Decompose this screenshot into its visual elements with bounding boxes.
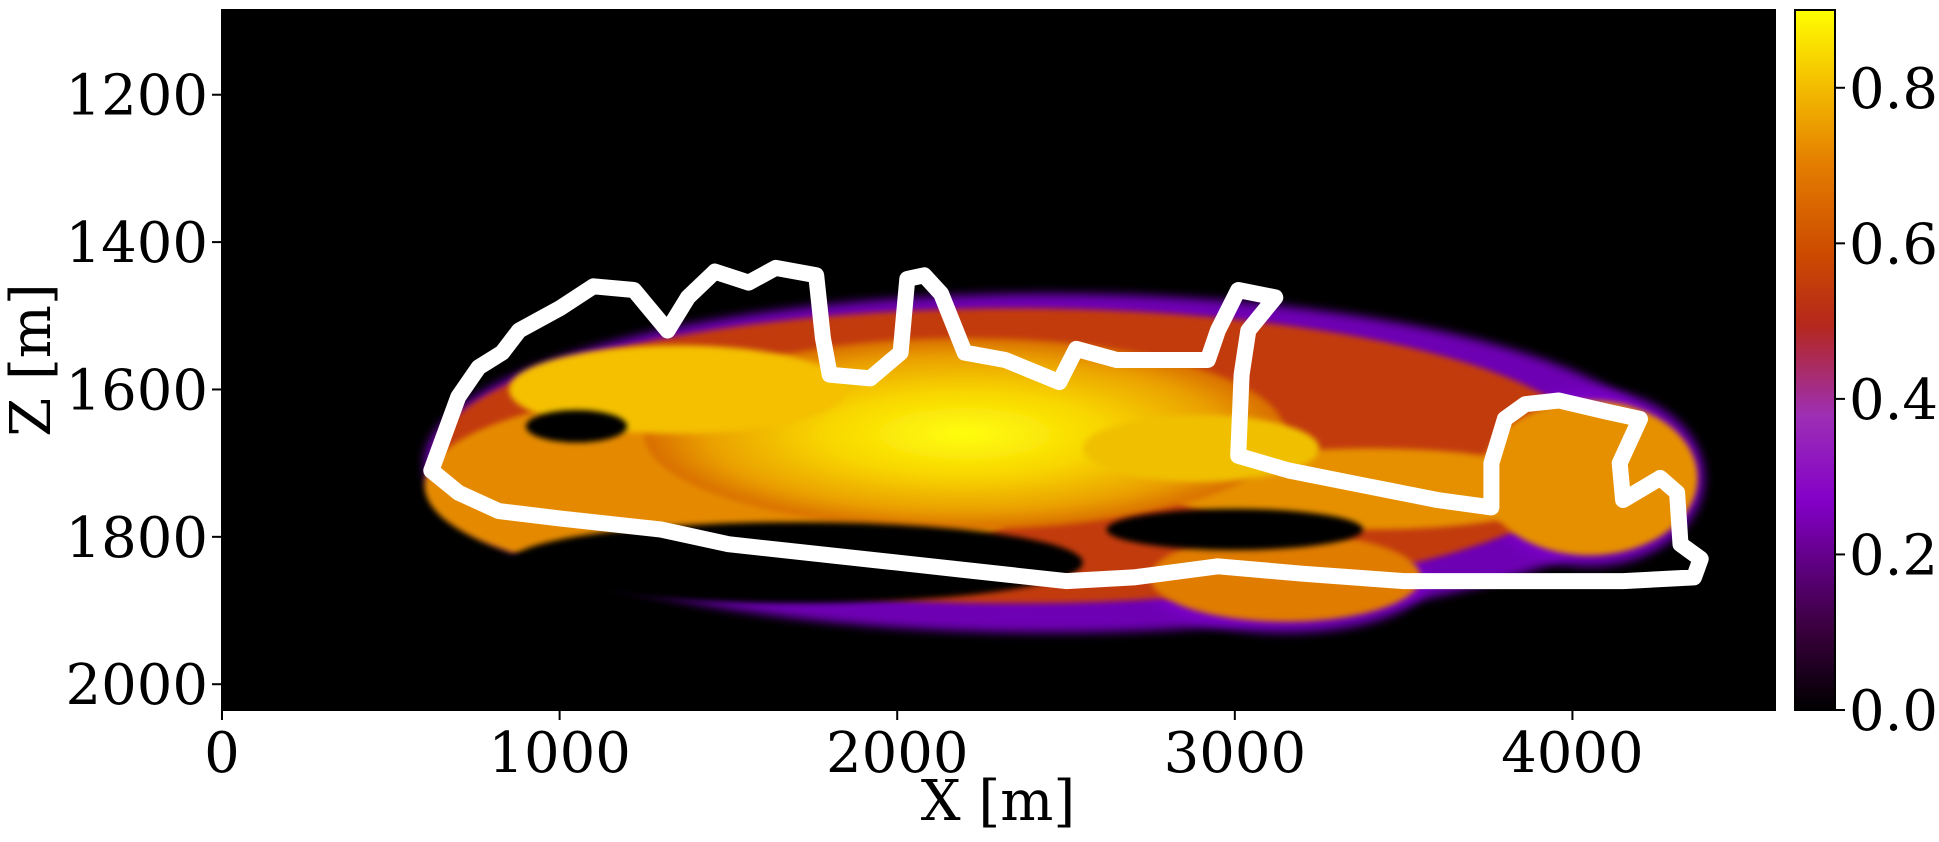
plume-gap bbox=[508, 522, 1083, 604]
colorbar-tick-label: 0.6 bbox=[1849, 212, 1938, 277]
x-tick-label: 0 bbox=[204, 721, 240, 786]
x-tick-label: 1000 bbox=[488, 721, 631, 786]
plume-gap bbox=[525, 410, 628, 443]
plume-blob bbox=[1481, 400, 1698, 556]
x-tick-label: 2000 bbox=[826, 721, 969, 786]
y-tick-label: 1400 bbox=[65, 211, 208, 276]
plot-frame bbox=[221, 9, 1776, 711]
colorbar-tick-label: 0.0 bbox=[1849, 679, 1938, 744]
x-tick-label: 4000 bbox=[1501, 721, 1644, 786]
colorbar bbox=[1794, 9, 1836, 711]
contour-line bbox=[423, 259, 1709, 590]
x-axis-ticks: 0 1000 2000 3000 4000 bbox=[204, 710, 1644, 786]
colorbar-tick-label: 0.4 bbox=[1849, 368, 1938, 433]
colorbar-ticks: 0.0 0.2 0.4 0.6 0.8 bbox=[1835, 57, 1938, 744]
y-tick-label: 1600 bbox=[65, 358, 208, 423]
y-tick-label: 1200 bbox=[65, 64, 208, 129]
y-axis-ticks: 1200 1400 1600 1800 2000 bbox=[65, 64, 222, 718]
y-tick-label: 1800 bbox=[65, 506, 208, 571]
colorbar-tick-label: 0.2 bbox=[1849, 523, 1938, 588]
heatmap-plume bbox=[424, 293, 1705, 633]
x-tick-label: 3000 bbox=[1164, 721, 1307, 786]
y-axis-label: Z [m] bbox=[0, 283, 64, 437]
x-axis-label: X [m] bbox=[921, 769, 1075, 834]
plume-gap bbox=[1106, 508, 1364, 551]
y-tick-label: 2000 bbox=[65, 653, 208, 718]
colorbar-tick-label: 0.8 bbox=[1849, 57, 1938, 122]
